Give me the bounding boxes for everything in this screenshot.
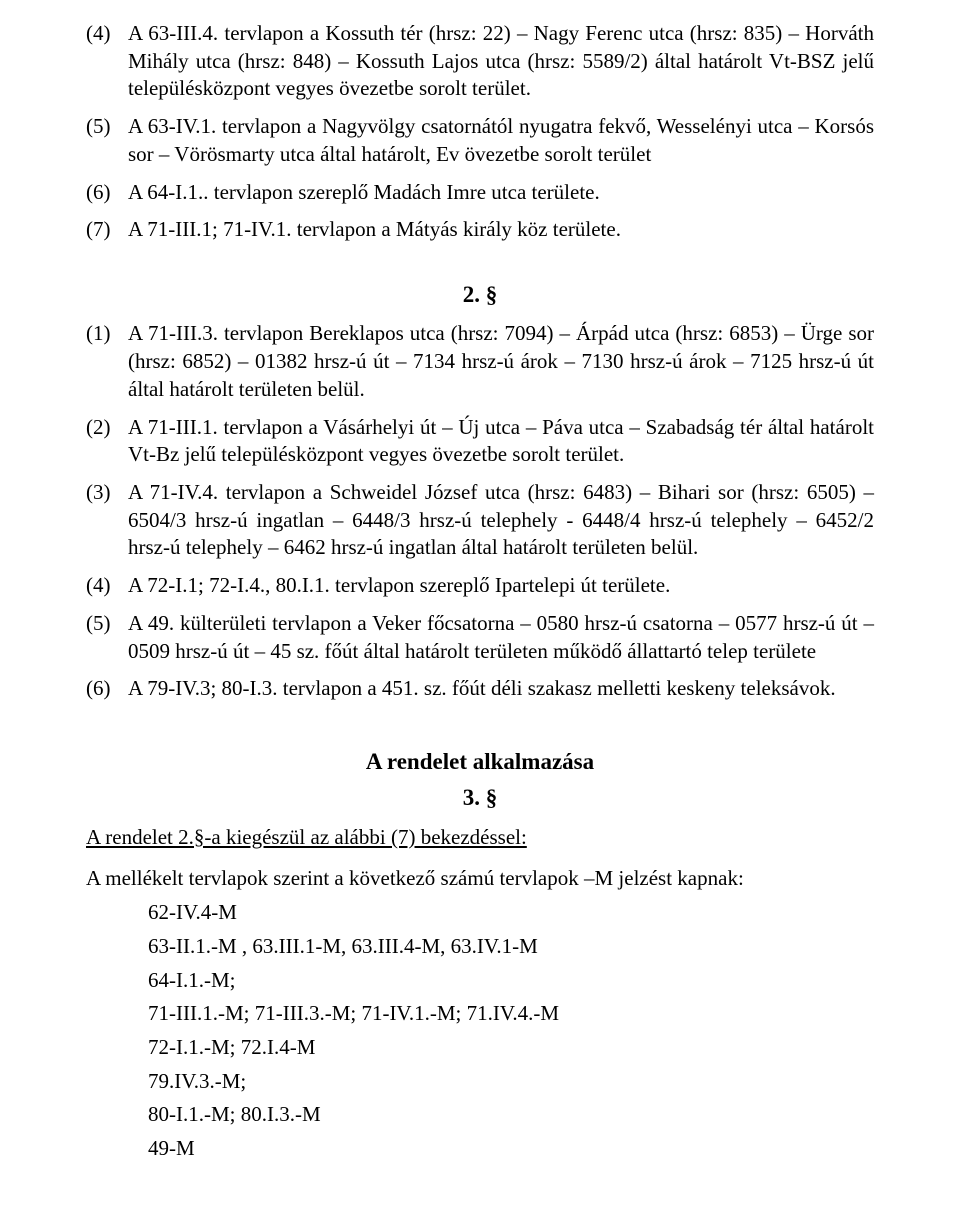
alkalmazasa-heading: A rendelet alkalmazása <box>86 747 874 777</box>
list-text: A 71-IV.4. tervlapon a Schweidel József … <box>128 479 874 562</box>
list-text: A 72-I.1; 72-I.4., 80.I.1. tervlapon sze… <box>128 572 874 600</box>
list-number: (4) <box>86 20 128 103</box>
m-line: 79.IV.3.-M; <box>148 1068 874 1096</box>
amendment-line: A rendelet 2.§-a kiegészül az alábbi (7)… <box>86 824 874 852</box>
intro-line: A mellékelt tervlapok szerint a következ… <box>86 865 874 893</box>
section-2-heading: 2. § <box>86 280 874 310</box>
list-text: A 63-IV.1. tervlapon a Nagyvölgy csatorn… <box>128 113 874 168</box>
document-page: (4) A 63-III.4. tervlapon a Kossuth tér … <box>0 0 960 1209</box>
m-line: 64-I.1.-M; <box>148 967 874 995</box>
m-line: 71-III.1.-M; 71-III.3.-M; 71-IV.1.-M; 71… <box>148 1000 874 1028</box>
list-number: (3) <box>86 479 128 562</box>
list-text: A 64-I.1.. tervlapon szereplő Madách Imr… <box>128 179 874 207</box>
list2-item: (4) A 72-I.1; 72-I.4., 80.I.1. tervlapon… <box>86 572 874 600</box>
list2-item: (3) A 71-IV.4. tervlapon a Schweidel Józ… <box>86 479 874 562</box>
m-list: 62-IV.4-M 63-II.1.-M , 63.III.1-M, 63.II… <box>86 899 874 1163</box>
list-number: (4) <box>86 572 128 600</box>
list-number: (6) <box>86 179 128 207</box>
m-line: 63-II.1.-M , 63.III.1-M, 63.III.4-M, 63.… <box>148 933 874 961</box>
list2-item: (2) A 71-III.1. tervlapon a Vásárhelyi ú… <box>86 414 874 469</box>
list-text: A 49. külterületi tervlapon a Veker főcs… <box>128 610 874 665</box>
list-text: A 71-III.3. tervlapon Bereklapos utca (h… <box>128 320 874 403</box>
list-number: (5) <box>86 113 128 168</box>
list-2: (1) A 71-III.3. tervlapon Bereklapos utc… <box>86 320 874 703</box>
list-text: A 79-IV.3; 80-I.3. tervlapon a 451. sz. … <box>128 675 874 703</box>
list1-item: (5) A 63-IV.1. tervlapon a Nagyvölgy csa… <box>86 113 874 168</box>
list-text: A 71-III.1; 71-IV.1. tervlapon a Mátyás … <box>128 216 874 244</box>
list1-item: (4) A 63-III.4. tervlapon a Kossuth tér … <box>86 20 874 103</box>
list1-item: (6) A 64-I.1.. tervlapon szereplő Madách… <box>86 179 874 207</box>
list2-item: (6) A 79-IV.3; 80-I.3. tervlapon a 451. … <box>86 675 874 703</box>
m-line: 62-IV.4-M <box>148 899 874 927</box>
section-3-heading: 3. § <box>86 783 874 813</box>
list-1: (4) A 63-III.4. tervlapon a Kossuth tér … <box>86 20 874 244</box>
list-number: (2) <box>86 414 128 469</box>
list1-item: (7) A 71-III.1; 71-IV.1. tervlapon a Mát… <box>86 216 874 244</box>
list-text: A 71-III.1. tervlapon a Vásárhelyi út – … <box>128 414 874 469</box>
list-number: (7) <box>86 216 128 244</box>
list2-item: (5) A 49. külterületi tervlapon a Veker … <box>86 610 874 665</box>
m-line: 49-M <box>148 1135 874 1163</box>
m-line: 72-I.1.-M; 72.I.4-M <box>148 1034 874 1062</box>
list-number: (6) <box>86 675 128 703</box>
list-text: A 63-III.4. tervlapon a Kossuth tér (hrs… <box>128 20 874 103</box>
list-number: (5) <box>86 610 128 665</box>
m-line: 80-I.1.-M; 80.I.3.-M <box>148 1101 874 1129</box>
list2-item: (1) A 71-III.3. tervlapon Bereklapos utc… <box>86 320 874 403</box>
list-number: (1) <box>86 320 128 403</box>
